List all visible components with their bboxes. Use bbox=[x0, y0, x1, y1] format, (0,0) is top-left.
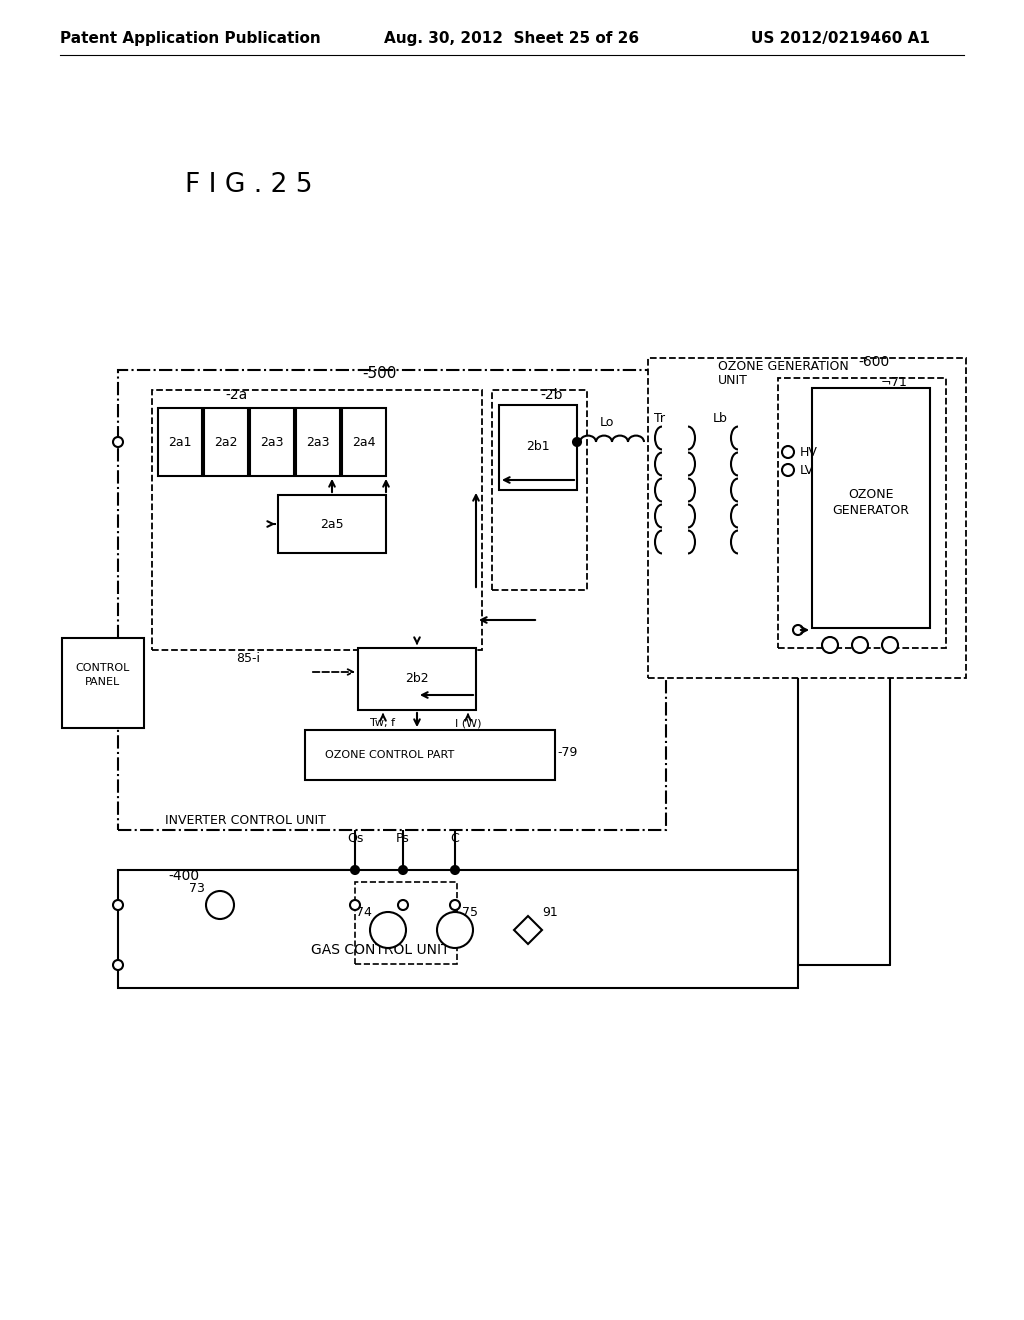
Circle shape bbox=[113, 960, 123, 970]
Text: PANEL: PANEL bbox=[85, 677, 121, 686]
Bar bbox=[499, 405, 577, 490]
Text: 2a3: 2a3 bbox=[260, 436, 284, 449]
Bar bbox=[355, 882, 457, 964]
Text: 2a4: 2a4 bbox=[352, 436, 376, 449]
Text: Qs: Qs bbox=[347, 832, 364, 845]
Text: OZONE CONTROL PART: OZONE CONTROL PART bbox=[326, 750, 455, 760]
Text: 2a2: 2a2 bbox=[214, 436, 238, 449]
Text: -400: -400 bbox=[168, 869, 199, 883]
Circle shape bbox=[450, 900, 460, 909]
Text: LV: LV bbox=[800, 463, 814, 477]
Circle shape bbox=[399, 866, 407, 874]
Circle shape bbox=[782, 465, 794, 477]
Circle shape bbox=[351, 866, 359, 874]
Polygon shape bbox=[514, 916, 542, 944]
Bar bbox=[342, 408, 386, 477]
Text: 74: 74 bbox=[356, 907, 372, 920]
Circle shape bbox=[398, 900, 408, 909]
Bar bbox=[158, 408, 202, 477]
Bar bbox=[204, 408, 248, 477]
Bar bbox=[250, 408, 294, 477]
Text: INVERTER CONTROL UNIT: INVERTER CONTROL UNIT bbox=[165, 813, 326, 826]
Text: 91: 91 bbox=[542, 907, 558, 920]
Bar bbox=[305, 730, 555, 780]
Text: UNIT: UNIT bbox=[718, 374, 748, 387]
Text: -600: -600 bbox=[858, 355, 889, 370]
Text: -2a: -2a bbox=[225, 388, 247, 403]
Text: 2b2: 2b2 bbox=[406, 672, 429, 685]
Bar bbox=[778, 378, 946, 648]
Text: Aug. 30, 2012  Sheet 25 of 26: Aug. 30, 2012 Sheet 25 of 26 bbox=[384, 30, 640, 45]
Text: Lb: Lb bbox=[713, 412, 727, 425]
Text: Tr: Tr bbox=[654, 412, 666, 425]
Text: -79: -79 bbox=[557, 746, 578, 759]
Text: HV: HV bbox=[800, 446, 818, 458]
Bar bbox=[648, 358, 966, 678]
Circle shape bbox=[822, 638, 838, 653]
Bar bbox=[492, 389, 587, 590]
Bar bbox=[118, 370, 666, 830]
Circle shape bbox=[882, 638, 898, 653]
Text: 73: 73 bbox=[189, 882, 205, 895]
Circle shape bbox=[852, 638, 868, 653]
Text: Tw, f: Tw, f bbox=[371, 718, 395, 729]
Text: CONTROL: CONTROL bbox=[76, 663, 130, 673]
Text: 85-i: 85-i bbox=[236, 652, 260, 665]
Text: Patent Application Publication: Patent Application Publication bbox=[59, 30, 321, 45]
Text: -500: -500 bbox=[362, 367, 396, 381]
Circle shape bbox=[350, 900, 360, 909]
Text: 2a1: 2a1 bbox=[168, 436, 191, 449]
Bar bbox=[62, 638, 144, 729]
Circle shape bbox=[793, 624, 803, 635]
Circle shape bbox=[206, 891, 234, 919]
Text: I (W): I (W) bbox=[455, 718, 481, 729]
Text: -2b: -2b bbox=[540, 388, 562, 403]
Bar bbox=[278, 495, 386, 553]
Bar bbox=[358, 648, 476, 710]
Text: C: C bbox=[451, 832, 460, 845]
Circle shape bbox=[437, 912, 473, 948]
Bar bbox=[812, 388, 930, 628]
Text: $\neg$71: $\neg$71 bbox=[880, 375, 907, 388]
Text: US 2012/0219460 A1: US 2012/0219460 A1 bbox=[751, 30, 930, 45]
Text: GENERATOR: GENERATOR bbox=[833, 503, 909, 516]
Text: Lo: Lo bbox=[600, 416, 614, 429]
Circle shape bbox=[782, 446, 794, 458]
Text: 2a5: 2a5 bbox=[321, 517, 344, 531]
Circle shape bbox=[573, 438, 581, 446]
Text: OZONE: OZONE bbox=[848, 488, 894, 502]
Bar bbox=[118, 870, 798, 987]
Text: 75: 75 bbox=[462, 907, 478, 920]
Text: GAS CONTROL UNIT: GAS CONTROL UNIT bbox=[310, 942, 450, 957]
Text: F I G . 2 5: F I G . 2 5 bbox=[185, 172, 312, 198]
Text: 2a3: 2a3 bbox=[306, 436, 330, 449]
Text: Ps: Ps bbox=[396, 832, 410, 845]
Text: 2b1: 2b1 bbox=[526, 441, 550, 454]
Bar bbox=[152, 389, 482, 649]
Bar bbox=[296, 408, 340, 477]
Circle shape bbox=[113, 437, 123, 447]
Text: P: P bbox=[399, 932, 407, 945]
Circle shape bbox=[370, 912, 406, 948]
Text: OZONE GENERATION: OZONE GENERATION bbox=[718, 360, 849, 374]
Circle shape bbox=[113, 900, 123, 909]
Circle shape bbox=[451, 866, 459, 874]
